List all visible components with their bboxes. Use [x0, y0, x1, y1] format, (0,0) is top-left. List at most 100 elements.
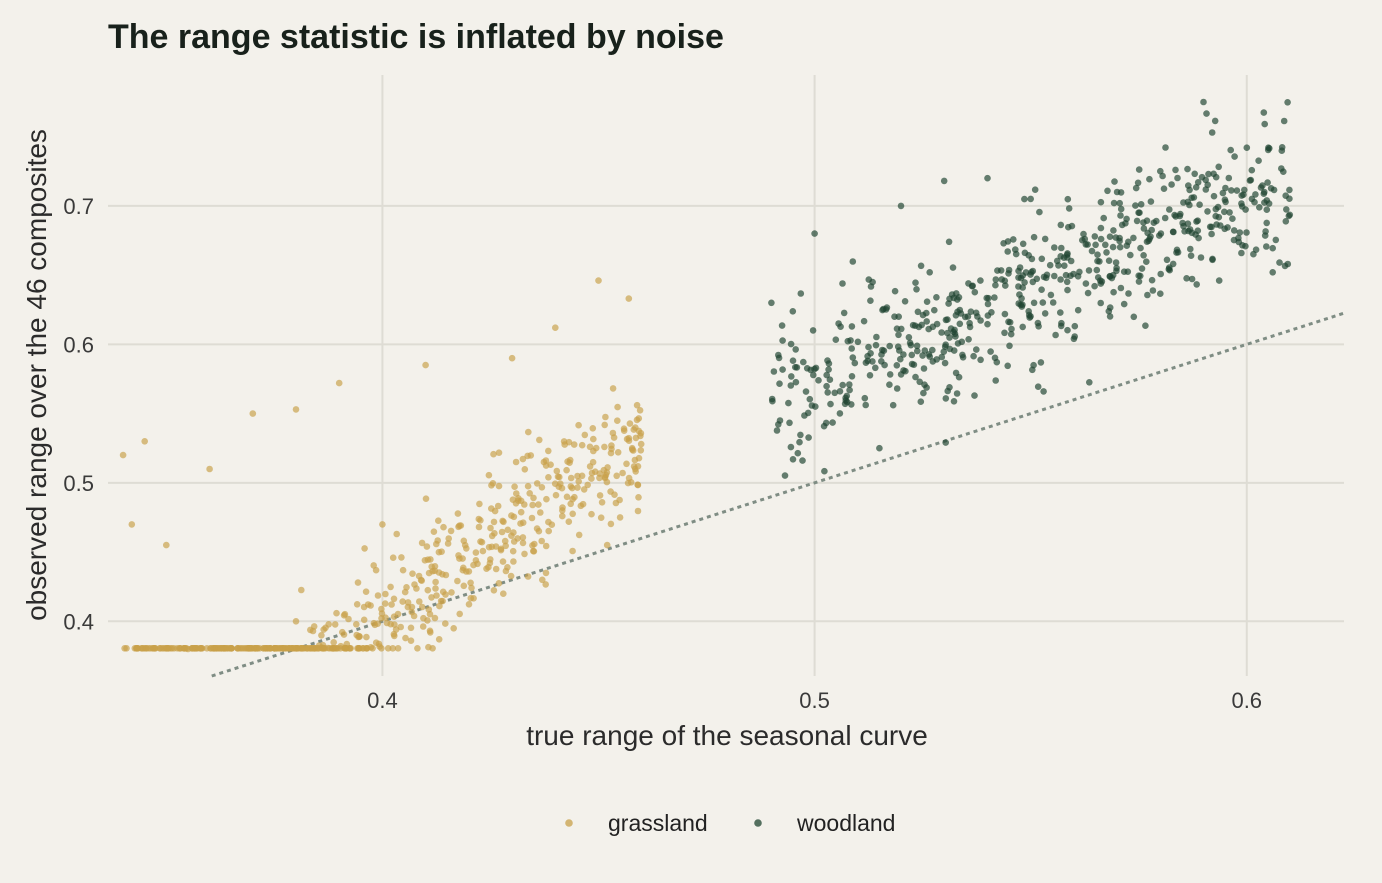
woodland-point — [1233, 187, 1241, 194]
grassland-point — [563, 493, 571, 501]
grassland-point — [545, 474, 552, 481]
grassland-point — [465, 601, 473, 608]
woodland-point — [1230, 236, 1238, 244]
woodland-point — [1015, 283, 1022, 290]
grassland-point — [497, 546, 505, 554]
grassland-point — [421, 557, 429, 564]
woodland-point — [1169, 260, 1177, 268]
grassland-point — [559, 512, 566, 520]
grassland-point — [538, 537, 545, 545]
grassland-point — [381, 600, 389, 607]
woodland-point — [1093, 266, 1101, 274]
grassland-point — [568, 484, 576, 492]
grassland-point — [408, 608, 416, 616]
woodland-point — [1192, 231, 1199, 238]
woodland-point — [801, 412, 808, 419]
woodland-point — [1250, 250, 1257, 258]
grassland-point — [433, 540, 440, 548]
grassland-point — [501, 537, 509, 545]
grassland-point — [363, 645, 371, 652]
grassland-point — [266, 645, 273, 652]
woodland-point — [769, 397, 776, 405]
woodland-point — [1007, 330, 1015, 338]
woodland-point — [942, 395, 950, 402]
woodland-point — [1146, 175, 1153, 183]
woodland-point — [1198, 173, 1206, 181]
woodland-point — [921, 347, 929, 354]
woodland-point — [1004, 248, 1011, 255]
woodland-point — [860, 317, 868, 325]
grassland-point — [620, 427, 628, 435]
x-tick-label: 0.6 — [1231, 688, 1262, 713]
woodland-point — [941, 359, 949, 367]
y-tick-label: 0.7 — [63, 194, 94, 219]
woodland-point — [847, 337, 854, 344]
woodland-point — [1010, 236, 1017, 243]
woodland-point — [1183, 275, 1190, 282]
grassland-point — [387, 583, 394, 591]
x-tick-label: 0.5 — [799, 688, 830, 713]
grassland-point — [246, 645, 254, 652]
woodland-point — [841, 400, 849, 408]
grassland-point — [439, 571, 446, 578]
woodland-point — [1109, 243, 1117, 251]
y-tick-label: 0.4 — [63, 609, 94, 634]
woodland-point — [984, 320, 991, 328]
woodland-point — [1017, 274, 1025, 282]
woodland-point — [946, 295, 953, 303]
grassland-point — [499, 558, 507, 565]
woodland-point — [1285, 212, 1293, 220]
woodland-point — [787, 443, 795, 451]
grassland-point — [538, 484, 546, 491]
woodland-point — [1097, 198, 1105, 206]
reference-line-group — [211, 311, 1345, 678]
woodland-point — [1194, 179, 1202, 186]
grassland-point — [456, 610, 464, 618]
legend-item-grassland: grassland — [565, 810, 708, 836]
grassland-point — [313, 645, 321, 652]
grassland-point — [488, 543, 496, 551]
woodland-point — [977, 356, 984, 364]
grassland-point — [419, 623, 427, 630]
grassland-point — [509, 547, 517, 555]
woodland-point — [891, 287, 899, 295]
grassland-point — [543, 495, 550, 503]
grassland-point — [517, 508, 525, 516]
grassland-point — [361, 545, 368, 552]
woodland-point — [770, 368, 778, 375]
woodland-point — [1193, 281, 1200, 288]
woodland-point — [1084, 289, 1092, 297]
grassland-point — [407, 624, 415, 632]
grassland-point — [398, 554, 405, 561]
woodland-point — [886, 381, 893, 389]
woodland-point — [886, 342, 893, 350]
grassland-point — [476, 500, 483, 508]
woodland-point — [1034, 383, 1042, 391]
woodland-point — [1263, 219, 1270, 227]
woodland-point — [917, 262, 925, 270]
woodland-point — [849, 258, 857, 265]
woodland-point — [1037, 359, 1045, 366]
woodland-point — [956, 320, 964, 328]
grassland-point — [320, 626, 328, 633]
woodland-point — [1112, 234, 1120, 241]
woodland-point — [873, 333, 880, 341]
woodland-point — [1135, 278, 1143, 285]
woodland-point — [832, 336, 840, 344]
woodland-point — [785, 399, 792, 407]
grassland-point — [435, 636, 443, 643]
grassland-point — [636, 407, 644, 414]
woodland-point — [997, 267, 1005, 274]
grassland-point — [454, 510, 462, 517]
woodland-point — [1092, 241, 1099, 249]
woodland-point — [1148, 226, 1155, 234]
grassland-point — [616, 514, 624, 521]
woodland-point — [839, 280, 846, 287]
woodland-point — [1058, 319, 1065, 327]
woodland-point — [950, 347, 958, 354]
woodland-point — [1208, 129, 1216, 136]
grassland-point — [521, 550, 528, 558]
woodland-point — [1196, 201, 1203, 208]
woodland-point — [1239, 242, 1246, 249]
woodland-point — [789, 357, 797, 365]
